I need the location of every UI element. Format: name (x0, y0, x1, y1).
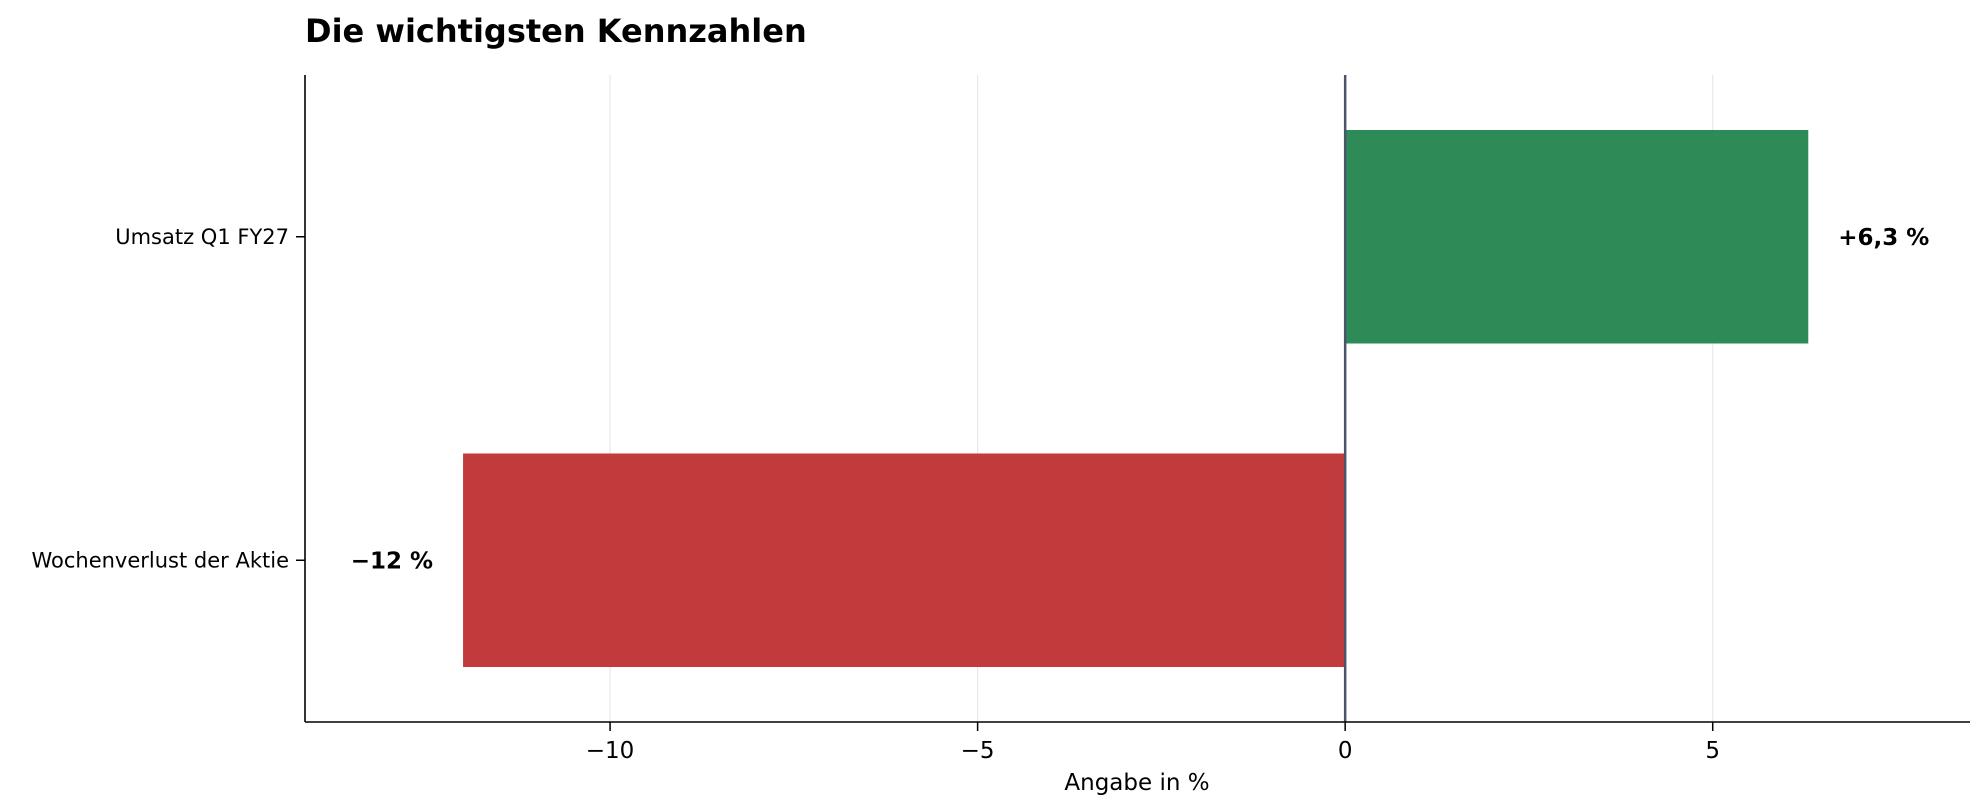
bar-value-label-1: −12 % (351, 548, 433, 574)
chart-title: Die wichtigsten Kennzahlen (305, 12, 807, 50)
x-tick-label-3: 5 (1705, 738, 1720, 764)
bars (463, 129, 1809, 668)
bar-1 (463, 453, 1346, 668)
bar-value-label-0: +6,3 % (1838, 225, 1929, 251)
bar-0 (1345, 129, 1809, 344)
y-tick-label-0: Umsatz Q1 FY27 (115, 225, 289, 249)
axes (296, 75, 1970, 731)
y-tick-label-1: Wochenverlust der Aktie (31, 548, 289, 572)
x-tick-label-0: −10 (586, 738, 635, 764)
labels: +6,3 % Umsatz Q1 FY27 −12 % Wochenverlust d… (31, 225, 1929, 764)
x-tick-label-1: −5 (961, 738, 995, 764)
x-axis-label: Angabe in % (1064, 770, 1209, 796)
x-tick-label-2: 0 (1338, 738, 1353, 764)
